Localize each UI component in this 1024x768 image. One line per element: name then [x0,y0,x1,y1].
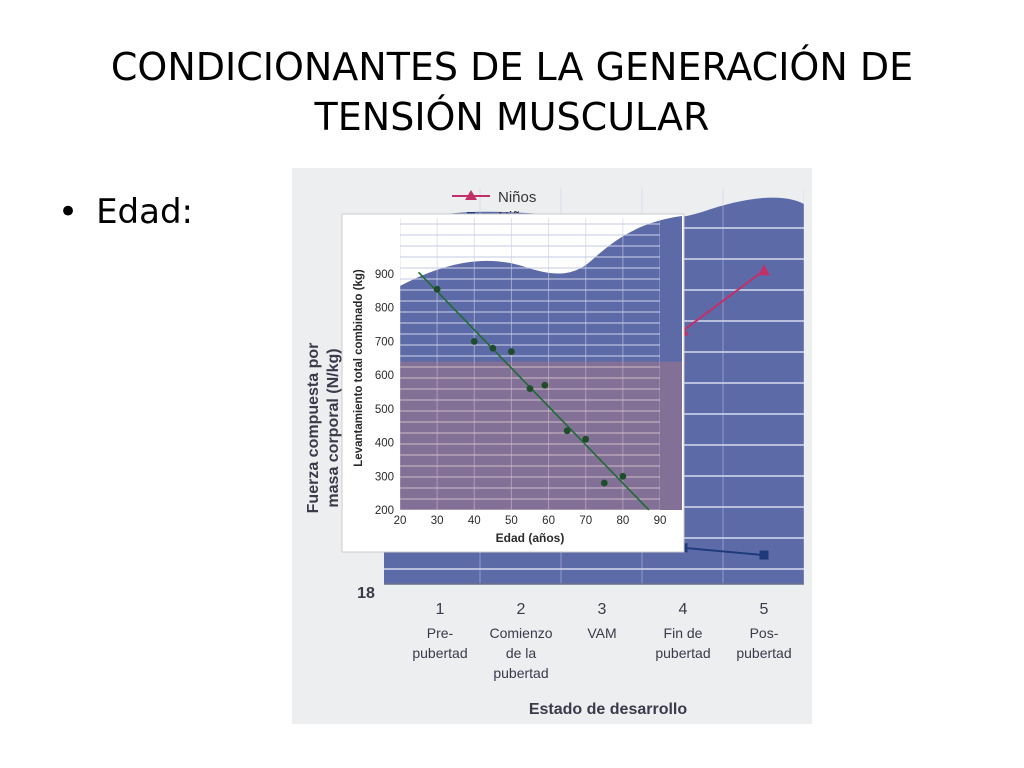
bullet-marker: • [58,192,79,232]
inset-x-tick-label: 60 [542,515,555,527]
bg-x-tick-caption: pubertad [493,665,548,681]
bullet-item: • Edad: [58,192,193,232]
inset-y-axis-label: Levantamiento total combinado (kg) [353,269,365,467]
inset-x-tick-label: 50 [505,515,518,527]
legend-label-ninos: Niños [498,189,536,206]
bg-x-tick-caption: pubertad [412,645,467,661]
bg-x-tick-label: 5 [760,601,769,618]
inset-y-tick-label: 200 [375,505,394,517]
bg-series-line-0 [682,269,765,332]
bg-series-marker [759,550,769,560]
bg-series-marker [758,264,770,276]
bg-y-label-line-1: Fuerza compuesta por [305,343,322,514]
inset-y-tick-label: 700 [375,336,394,348]
chart-figure-svg: Niños Niñas Fuerza compuesta por masa co… [292,168,812,724]
bg-x-tick-caption: Pos- [750,625,779,641]
bullet-text: Edad: [96,192,193,232]
chart-figure: Niños Niñas Fuerza compuesta por masa co… [292,168,812,724]
inset-x-tick-label: 20 [394,515,407,527]
inset-x-axis-label: Edad (años) [496,531,565,545]
inset-data-point [582,435,590,443]
bg-x-tick-caption: de la [506,645,537,661]
bg-x-tick-caption: Pre- [427,625,454,641]
bg-y-label-line-2: masa corporal (N/kg) [325,348,342,507]
inset-y-tick-label: 400 [375,438,394,450]
inset-data-point [433,285,441,293]
slide-title-line-1: CONDICIONANTES DE LA GENERACIÓN DE [110,45,914,89]
slide-title-line-2: TENSIÓN MUSCULAR [314,95,710,139]
bg-x-tick-caption: Comienzo [489,625,552,641]
slide-title: CONDICIONANTES DE LA GENERACIÓN DE TENSI… [90,42,934,142]
bg-x-tick-caption: pubertad [736,645,791,661]
inset-data-point [600,479,608,487]
inset-x-ticks: 20 30 40 50 60 70 80 90 [394,515,667,527]
inset-data-point [489,344,497,352]
inset-y-tick-label: 600 [375,370,394,382]
bg-y-tick-18: 18 [357,585,375,602]
bg-series-line-1 [682,546,765,557]
bg-x-tick-label: 3 [598,601,607,618]
inset-data-point [563,427,571,435]
bg-x-ticks: 1 Pre-pubertad 2 Comienzo de la pubertad 3 VAM 4… [412,601,791,681]
inset-points [433,285,627,487]
inset-x-tick-label: 90 [654,515,667,527]
bg-x-tick-label: 4 [679,601,688,618]
inset-data-point [508,348,515,355]
inset-y-tick-label: 500 [375,404,394,416]
inset-x-tick-label: 30 [431,515,444,527]
bg-y-axis-label: Fuerza compuesta por masa corporal (N/kg… [305,343,342,514]
inset-x-tick-label: 40 [468,515,481,527]
legend-marker-ninos [465,190,477,200]
inset-trend-line [417,271,650,511]
inset-data-point [619,472,627,480]
inset-data-point [541,381,549,389]
inset-y-tick-label: 300 [375,471,394,483]
bg-x-tick-label: 1 [436,601,445,618]
inset-data-point [470,338,478,345]
bg-x-tick-caption: Fin de [664,625,703,641]
inset-gridlines [400,218,660,510]
inset-band [400,361,682,510]
bg-x-tick-caption: pubertad [655,645,710,661]
inset-x-tick-label: 80 [616,515,629,527]
bg-x-axis-label: Estado de desarrollo [529,701,687,718]
bg-x-tick-caption: VAM [587,625,616,641]
inset-y-tick-label: 900 [375,269,394,281]
inset-data-point [526,385,534,393]
inset-trend [417,271,650,511]
inset-y-ticks: 200 300 400 500 600 700 800 900 [375,269,394,517]
inset-band-fill [400,361,682,510]
inset-x-tick-label: 70 [579,515,592,527]
inset-y-tick-label: 800 [375,303,394,315]
inset-chart: 200 300 400 500 600 700 800 900 20 30 40 50 60 70 80 9… [341,213,685,553]
bg-x-tick-label: 2 [517,601,526,618]
